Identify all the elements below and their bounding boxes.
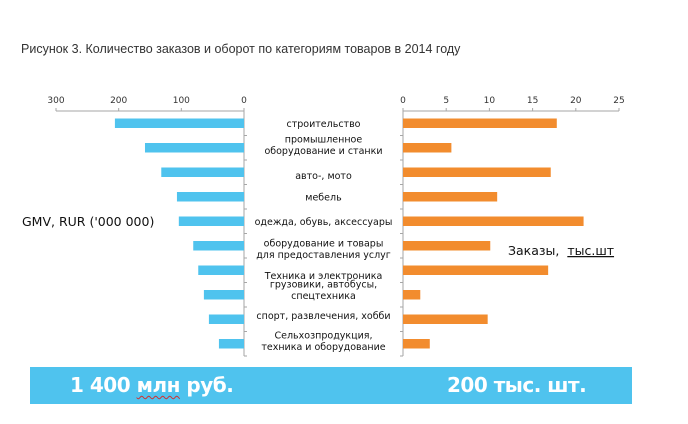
orders-series-label: Заказы, тыс.шт (508, 243, 614, 258)
orders-x-tick-label: 10 (484, 96, 496, 106)
category-label: для предоставления услуг (256, 250, 391, 261)
totals-banner: 1 400 млн руб. 200 тыс. шт. (30, 367, 632, 404)
orders-bar (403, 118, 557, 128)
gmv-bar (161, 167, 244, 177)
category-label: спецтехника (291, 291, 356, 302)
gmv-bar (193, 241, 244, 251)
figure-title: Рисунок 3. Количество заказов и оборот п… (21, 42, 461, 56)
category-label: одежда, обувь, аксессуары (255, 217, 393, 228)
orders-bar (403, 216, 584, 226)
category-label: Техника и электроника (264, 271, 383, 282)
orders-series-label-prefix: Заказы, (508, 243, 567, 258)
gmv-bars (114, 118, 244, 349)
gmv-x-tick-label: 100 (173, 96, 190, 106)
orders-x-tick-label: 25 (613, 96, 624, 106)
orders-bars (403, 118, 584, 349)
orders-total: 200 тыс. шт. (447, 373, 587, 397)
gmv-axis: 300 200 100 0 (47, 96, 247, 357)
category-label: строительство (287, 119, 361, 130)
category-label: техника и оборудование (261, 342, 385, 353)
category-label: промышленное (285, 135, 363, 146)
gmv-total-unit: млн (136, 373, 181, 397)
category-label: мебель (305, 192, 342, 203)
gmv-x-tick-label: 0 (241, 96, 247, 106)
orders-bar (403, 314, 488, 324)
orders-bar (403, 265, 549, 275)
gmv-bar (114, 118, 244, 128)
category-label: грузовики, автобусы, (270, 280, 377, 291)
gmv-total-number: 1 400 (70, 373, 137, 397)
orders-bar (403, 290, 421, 300)
gmv-total: 1 400 млн руб. (70, 367, 234, 404)
orders-x-tick-label: 20 (570, 96, 582, 106)
gmv-bar (218, 339, 244, 349)
orders-bar (403, 167, 551, 177)
gmv-bar (198, 265, 244, 275)
category-label: оборудование и товары (264, 239, 384, 250)
gmv-series-label: GMV, RUR ('000 000) (22, 214, 154, 229)
gmv-total-suffix: руб. (179, 373, 234, 397)
orders-bar (403, 339, 430, 349)
orders-bar (403, 143, 452, 153)
gmv-x-tick-label: 300 (47, 96, 64, 106)
orders-series-label-unit: тыс.шт (567, 243, 614, 258)
orders-x-tick-label: 0 (400, 96, 406, 106)
orders-x-tick-label: 5 (443, 96, 449, 106)
orders-x-tick-label: 15 (527, 96, 538, 106)
gmv-bar (144, 143, 244, 153)
category-label: оборудование и станки (264, 146, 382, 157)
category-label: спорт, развлечения, хобби (256, 311, 390, 322)
category-label: авто-, мото (295, 171, 352, 182)
orders-bar (403, 192, 498, 202)
category-label: Сельхозпродукция, (275, 331, 373, 342)
gmv-bar (203, 290, 244, 300)
gmv-bar (208, 314, 244, 324)
orders-bar (403, 241, 491, 251)
gmv-x-tick-label: 200 (110, 96, 127, 106)
gmv-bar (178, 216, 244, 226)
gmv-bar (176, 192, 244, 202)
